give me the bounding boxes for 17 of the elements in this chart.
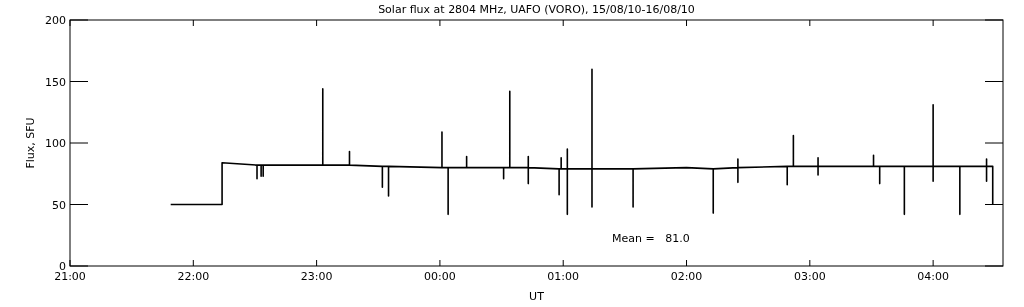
x-tick-label: 22:00 — [177, 270, 210, 283]
y-tick-label: 0 — [59, 260, 66, 273]
x-tick-label: 23:00 — [300, 270, 333, 283]
y-tick-label: 50 — [52, 198, 66, 212]
x-tick-label: 01:00 — [547, 270, 580, 283]
y-tick-label: 100 — [45, 137, 66, 150]
x-axis-title: UT — [529, 290, 545, 303]
x-tick-label: 03:00 — [793, 270, 826, 283]
x-tick-label: 21:00 — [54, 270, 86, 283]
y-tick-label: 200 — [45, 14, 66, 27]
x-tick-label: 02:00 — [670, 270, 703, 283]
chart-title: Solar flux at 2804 MHz, UAFO (VORO), 15/08/10-16/08/10 — [378, 3, 695, 16]
x-tick-label: 04:00 — [917, 270, 949, 283]
annotation: Mean = 81.0 — [612, 232, 690, 245]
y-tick-label: 150 — [45, 75, 66, 89]
x-tick-label: 00:00 — [424, 270, 456, 283]
y-axis-title: Flux, SFU — [24, 117, 37, 169]
